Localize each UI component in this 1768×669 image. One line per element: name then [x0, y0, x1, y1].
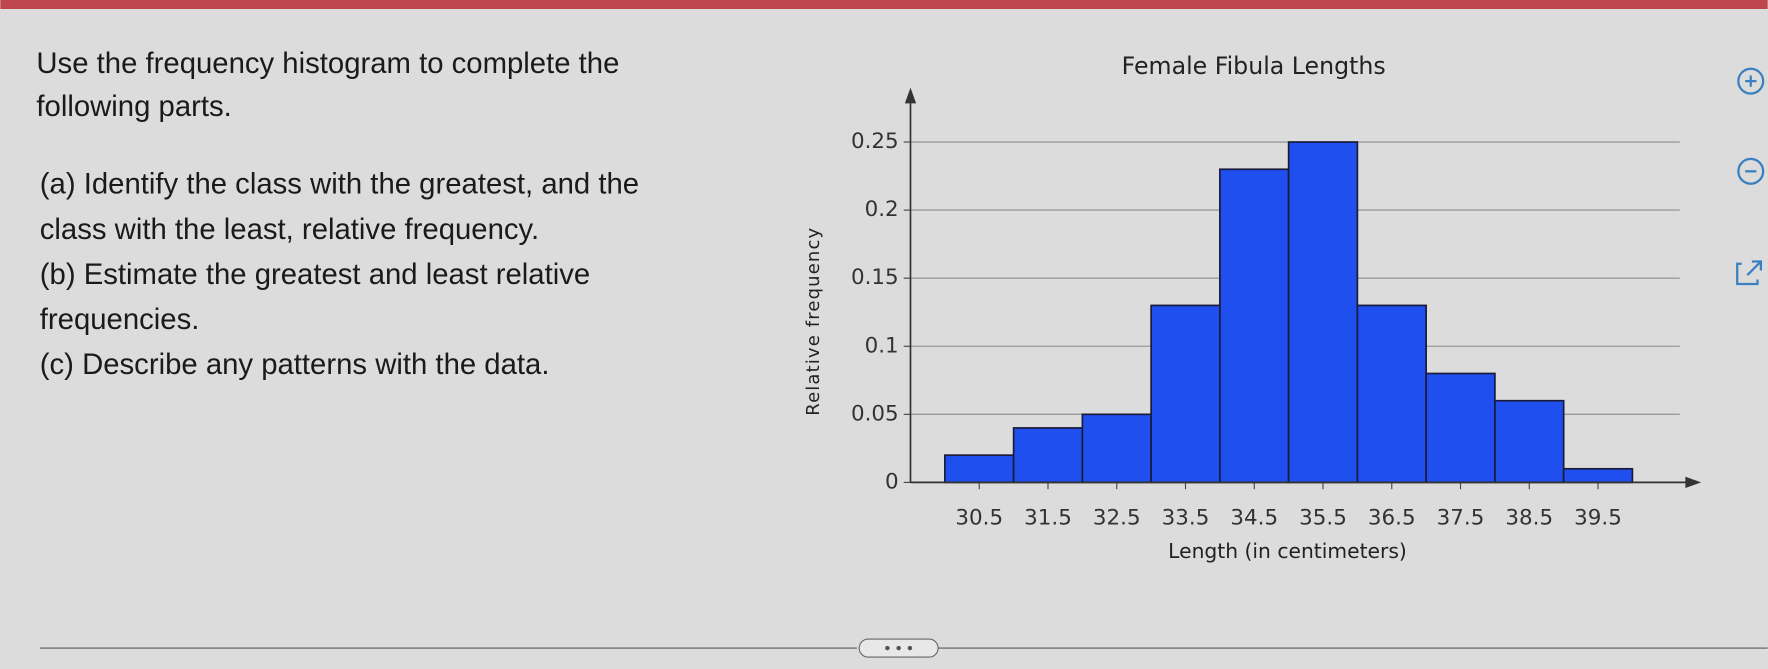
bar: [1012, 427, 1084, 484]
y-axis-arrow: [904, 87, 917, 104]
x-tick-label: 31.5: [1024, 505, 1072, 530]
x-tick-label: 32.5: [1093, 505, 1141, 530]
more-button[interactable]: [858, 638, 939, 658]
x-tick-label: 37.5: [1437, 505, 1485, 530]
bar: [1425, 372, 1496, 484]
x-tick-label: 34.5: [1230, 505, 1278, 530]
y-tick-label: 0.15: [851, 265, 899, 290]
x-axis-label: Length (in centimeters): [1168, 539, 1407, 563]
x-tick-label: 38.5: [1505, 505, 1553, 530]
question-part: frequencies.: [40, 303, 200, 336]
chart: Female Fibula Lengths Length (in centime…: [803, 52, 1407, 563]
open-button[interactable]: [1736, 260, 1763, 286]
y-axis-label: Relative frequency: [803, 227, 824, 416]
top-bar: [0, 0, 1768, 10]
x-tick-label: 30.5: [955, 505, 1003, 530]
question-part: (b) Estimate the greatest and least rela…: [40, 258, 590, 291]
y-tick-label: 0.1: [865, 333, 899, 358]
x-tick-label: 35.5: [1299, 505, 1347, 530]
bar: [1356, 304, 1427, 484]
question-part: class with the least, relative frequency…: [40, 213, 539, 246]
question-part: (a) Identify the class with the greatest…: [40, 168, 639, 201]
y-tick-label: 0: [885, 469, 899, 494]
question-intro: Use the frequency histogram to complete …: [36, 47, 619, 80]
zoom-in-button[interactable]: [1737, 67, 1765, 95]
y-tick-label: 0.2: [865, 197, 899, 222]
chart-title: Female Fibula Lengths: [1122, 52, 1386, 80]
bar: [1219, 168, 1290, 484]
y-tick-label: 0.05: [851, 401, 899, 426]
x-tick-label: 33.5: [1162, 505, 1210, 530]
question-part: (c) Describe any patterns with the data.: [40, 348, 550, 381]
x-tick-label: 39.5: [1574, 505, 1622, 530]
x-axis-arrow: [1685, 476, 1702, 489]
bar: [1562, 467, 1634, 484]
bar: [1081, 413, 1152, 484]
zoom-out-button[interactable]: [1737, 157, 1765, 185]
bar: [944, 454, 1015, 484]
x-tick-label: 36.5: [1368, 505, 1416, 530]
bar: [1150, 304, 1221, 484]
bar: [1494, 399, 1565, 484]
bar: [1287, 141, 1359, 484]
question-intro: following parts.: [36, 90, 231, 123]
y-tick-label: 0.25: [851, 129, 899, 154]
